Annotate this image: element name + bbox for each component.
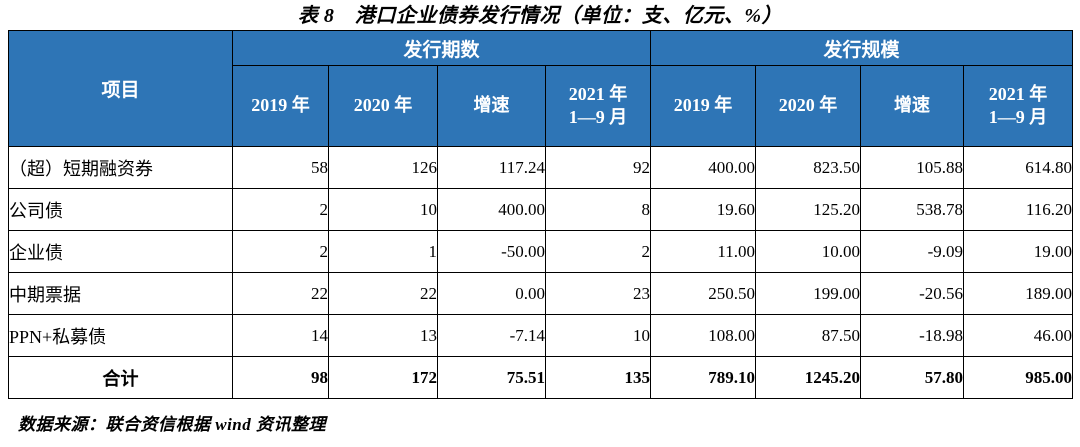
table-cell: 58 xyxy=(232,146,329,189)
table-cell: 10.00 xyxy=(755,230,862,273)
column-header-2021-count: 2021 年 1—9 月 xyxy=(544,65,652,147)
table-cell: 108.00 xyxy=(650,314,757,357)
table-cell: -7.14 xyxy=(437,314,546,357)
row-label: PPN+私募债 xyxy=(8,314,233,357)
table-cell: 105.88 xyxy=(860,146,965,189)
table-cell-total: 985.00 xyxy=(963,356,1074,399)
table-cell: 117.24 xyxy=(437,146,546,189)
table-row-enterprise-bonds: 企业债 2 1 -50.00 2 11.00 10.00 -9.09 19.00 xyxy=(8,230,1074,273)
table-cell: 10 xyxy=(328,188,438,231)
table-cell-total: 789.10 xyxy=(650,356,757,399)
table-cell: 199.00 xyxy=(755,272,862,315)
table-cell: 125.20 xyxy=(755,188,862,231)
table-cell-total: 57.80 xyxy=(860,356,965,399)
table-cell: 2 xyxy=(544,230,652,273)
table-cell: 250.50 xyxy=(650,272,757,315)
total-row-label: 合计 xyxy=(8,356,233,399)
group-header-issue-scale: 发行规模 xyxy=(650,30,1074,66)
table-cell: 1 xyxy=(328,230,438,273)
table-header: 项目 发行期数 发行规模 2019 年 2020 年 增速 2021 年 1—9… xyxy=(8,30,1074,147)
table-body: （超）短期融资券 58 126 117.24 92 400.00 823.50 … xyxy=(8,146,1074,399)
table-cell: 116.20 xyxy=(963,188,1074,231)
table-cell: 2 xyxy=(232,230,329,273)
table-row-short-term-financing-bills: （超）短期融资券 58 126 117.24 92 400.00 823.50 … xyxy=(8,146,1074,189)
table-cell: 2 xyxy=(232,188,329,231)
column-header-growth-scale: 增速 xyxy=(860,65,965,147)
table-cell: 8 xyxy=(544,188,652,231)
row-label: 中期票据 xyxy=(8,272,233,315)
table-cell: 538.78 xyxy=(860,188,965,231)
table-cell: 23 xyxy=(544,272,652,315)
table-cell: 126 xyxy=(328,146,438,189)
column-header-growth-count: 增速 xyxy=(437,65,546,147)
table-cell: 92 xyxy=(544,146,652,189)
table-cell: 11.00 xyxy=(650,230,757,273)
table-cell-total: 1245.20 xyxy=(755,356,862,399)
table-cell: -9.09 xyxy=(860,230,965,273)
table-cell: 19.00 xyxy=(963,230,1074,273)
table-cell: 14 xyxy=(232,314,329,357)
bond-issuance-table: 项目 发行期数 发行规模 2019 年 2020 年 增速 2021 年 1—9… xyxy=(8,30,1074,399)
table-cell: 19.60 xyxy=(650,188,757,231)
table-cell: 87.50 xyxy=(755,314,862,357)
table-cell: 189.00 xyxy=(963,272,1074,315)
data-source-note: 数据来源：联合资信根据 wind 资讯整理 xyxy=(18,415,327,434)
row-label: 公司债 xyxy=(8,188,233,231)
table-cell: -20.56 xyxy=(860,272,965,315)
table-cell: 400.00 xyxy=(650,146,757,189)
table-title: 表 8 港口企业债券发行情况（单位：支、亿元、%） xyxy=(297,5,783,27)
column-header-2021-scale: 2021 年 1—9 月 xyxy=(963,65,1074,147)
table-cell: 0.00 xyxy=(437,272,546,315)
table-cell: 22 xyxy=(328,272,438,315)
column-header-2020-scale: 2020 年 xyxy=(755,65,862,147)
row-label: （超）短期融资券 xyxy=(8,146,233,189)
column-header-item: 项目 xyxy=(8,30,233,147)
table-cell: 614.80 xyxy=(963,146,1074,189)
column-header-2019-count: 2019 年 xyxy=(232,65,329,147)
table-cell: -18.98 xyxy=(860,314,965,357)
table-cell: 400.00 xyxy=(437,188,546,231)
group-header-issue-count: 发行期数 xyxy=(231,30,652,66)
table-cell: 10 xyxy=(544,314,652,357)
table-cell: 22 xyxy=(232,272,329,315)
table-row-corporate-bonds: 公司债 2 10 400.00 8 19.60 125.20 538.78 11… xyxy=(8,188,1074,231)
table-row-ppn-private-placement-bonds: PPN+私募债 14 13 -7.14 10 108.00 87.50 -18.… xyxy=(8,314,1074,357)
column-header-2020-count: 2020 年 xyxy=(328,65,438,147)
row-label: 企业债 xyxy=(8,230,233,273)
table-cell-total: 135 xyxy=(544,356,652,399)
table-row-medium-term-notes: 中期票据 22 22 0.00 23 250.50 199.00 -20.56 … xyxy=(8,272,1074,315)
table-cell: 46.00 xyxy=(963,314,1074,357)
column-header-2019-scale: 2019 年 xyxy=(650,65,757,147)
table-cell-total: 98 xyxy=(232,356,329,399)
table-row-total: 合计 98 172 75.51 135 789.10 1245.20 57.80… xyxy=(8,356,1074,399)
table-cell-total: 172 xyxy=(328,356,438,399)
table-cell: -50.00 xyxy=(437,230,546,273)
table-cell-total: 75.51 xyxy=(437,356,546,399)
table-cell: 823.50 xyxy=(755,146,862,189)
table-cell: 13 xyxy=(328,314,438,357)
